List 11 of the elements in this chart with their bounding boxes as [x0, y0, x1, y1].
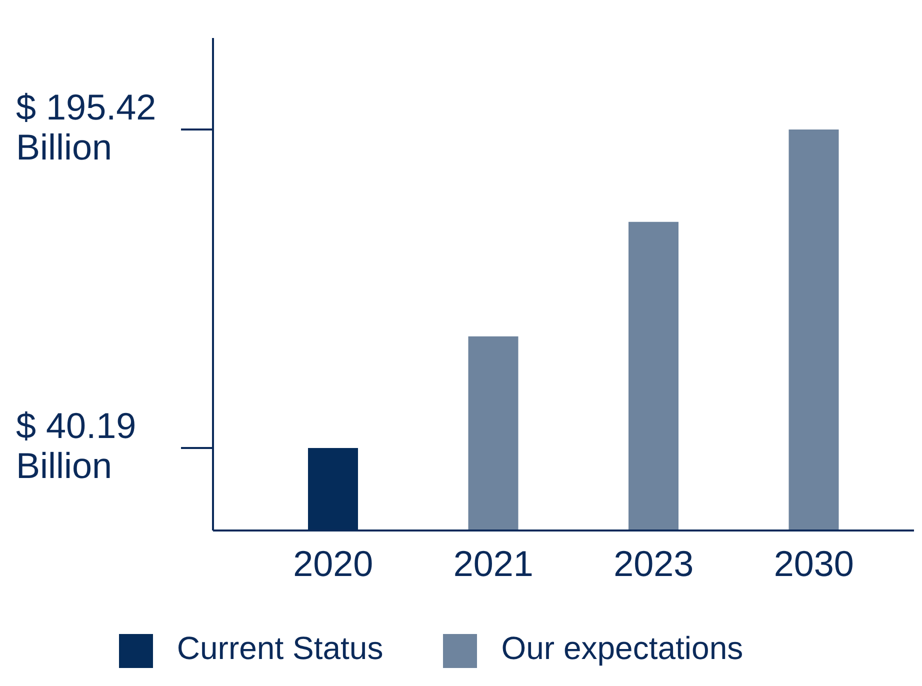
- bar: [468, 336, 518, 530]
- x-tick-label: 2030: [774, 543, 854, 584]
- y-tick-label: $ 40.19 Billion: [16, 404, 136, 486]
- y-tick-label: $ 195.42 Billion: [16, 86, 156, 168]
- legend-label: Our expectations: [501, 630, 744, 666]
- x-tick-label: 2021: [453, 543, 534, 584]
- x-tick-label: 2020: [293, 543, 374, 584]
- x-tick-label: 2023: [614, 543, 694, 584]
- bar: [788, 129, 839, 530]
- bar: [628, 222, 678, 530]
- legend-label: Current Status: [176, 630, 384, 666]
